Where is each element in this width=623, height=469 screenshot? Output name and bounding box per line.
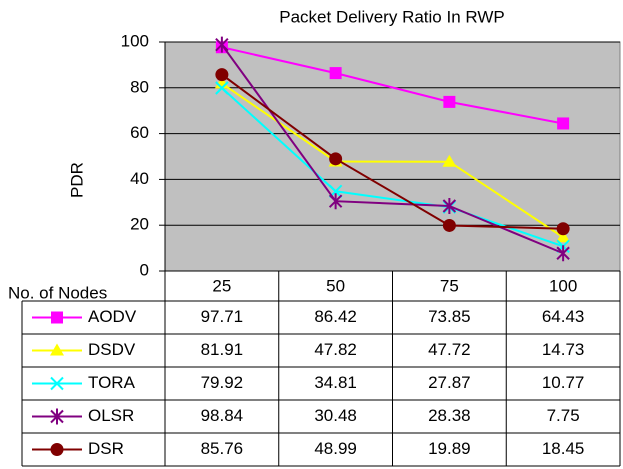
y-tick-label: 100 bbox=[121, 31, 149, 50]
y-tick-label: 40 bbox=[130, 169, 149, 188]
table-value: 97.71 bbox=[201, 307, 244, 326]
legend-label: AODV bbox=[88, 307, 137, 326]
table-value: 86.42 bbox=[314, 307, 357, 326]
legend-label: TORA bbox=[88, 373, 136, 392]
table-value: 85.76 bbox=[201, 439, 244, 458]
table-value: 73.85 bbox=[428, 307, 471, 326]
table-value: 19.89 bbox=[428, 439, 471, 458]
y-tick-label: 0 bbox=[140, 260, 149, 279]
y-tick-label: 80 bbox=[130, 77, 149, 96]
table-value: 64.43 bbox=[542, 307, 585, 326]
marker bbox=[443, 95, 456, 108]
series-line bbox=[221, 46, 564, 125]
table-value: 27.87 bbox=[428, 373, 471, 392]
table-value: 81.91 bbox=[201, 340, 244, 359]
table-value: 28.38 bbox=[428, 406, 471, 425]
series-line bbox=[221, 44, 564, 255]
y-tick-label: 60 bbox=[130, 123, 149, 142]
x-tick-label: 100 bbox=[549, 276, 577, 295]
y-tick-label: 20 bbox=[130, 215, 149, 234]
marker bbox=[329, 67, 342, 80]
marker bbox=[50, 376, 64, 391]
table-value: 98.84 bbox=[201, 406, 244, 425]
table-value: 48.99 bbox=[314, 439, 357, 458]
x-tick-label: 50 bbox=[326, 276, 345, 295]
table-value: 79.92 bbox=[201, 373, 244, 392]
marker bbox=[442, 218, 456, 232]
marker bbox=[442, 154, 457, 167]
legend-label: DSDV bbox=[88, 340, 136, 359]
marker bbox=[215, 36, 229, 53]
table-value: 14.73 bbox=[542, 340, 585, 359]
table-value: 7.75 bbox=[547, 406, 580, 425]
marker bbox=[557, 117, 570, 130]
series-line bbox=[221, 73, 564, 230]
marker bbox=[50, 443, 64, 456]
marker bbox=[215, 81, 229, 95]
marker bbox=[215, 68, 229, 82]
table-value: 30.48 bbox=[314, 406, 357, 425]
table-value: 34.81 bbox=[314, 373, 357, 392]
marker bbox=[442, 198, 457, 215]
plot-area bbox=[164, 41, 621, 272]
marker bbox=[556, 245, 570, 262]
marker bbox=[556, 230, 571, 243]
table-value: 47.72 bbox=[428, 340, 471, 359]
marker bbox=[51, 311, 63, 324]
marker bbox=[328, 193, 343, 210]
table-value: 18.45 bbox=[542, 439, 585, 458]
marker bbox=[50, 343, 64, 356]
chart-title: Packet Delivery Ratio In RWP bbox=[279, 7, 504, 26]
y-axis-label: PDR bbox=[67, 162, 86, 198]
marker bbox=[556, 222, 570, 236]
legend-label: OLSR bbox=[88, 406, 134, 425]
x-tick-label: 25 bbox=[212, 276, 231, 295]
marker bbox=[329, 152, 343, 166]
table-value: 10.77 bbox=[542, 373, 585, 392]
legend-label: DSR bbox=[88, 439, 124, 458]
marker bbox=[50, 408, 64, 425]
x-axis-label: No. of Nodes bbox=[8, 283, 107, 302]
table-value: 47.82 bbox=[314, 340, 357, 359]
x-tick-label: 75 bbox=[440, 276, 459, 295]
